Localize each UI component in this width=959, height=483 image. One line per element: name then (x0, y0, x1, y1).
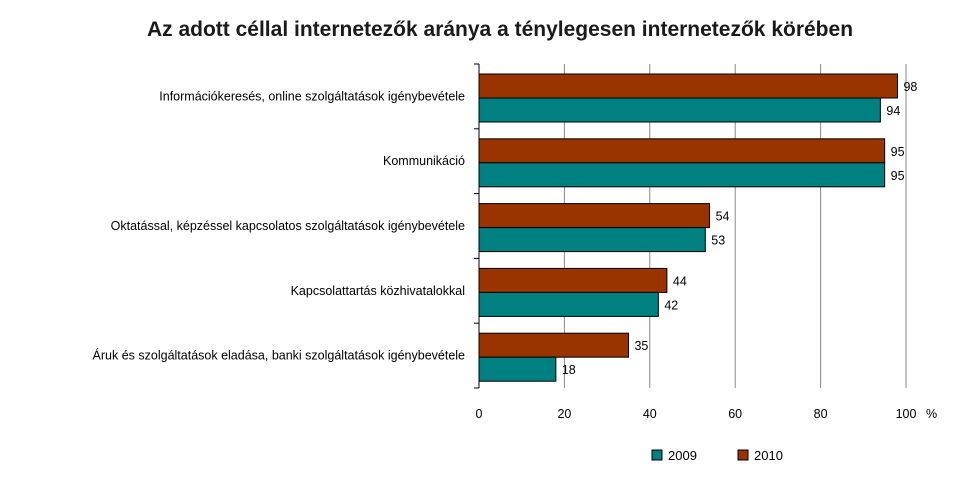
value-label-2010-4: 35 (634, 339, 648, 353)
bar-2010-0 (478, 73, 898, 99)
legend-label-2010: 2010 (754, 448, 783, 463)
value-label-2009-4: 18 (562, 363, 576, 377)
bar-2010-2 (478, 203, 711, 229)
x-tick-label-0: 0 (476, 407, 483, 421)
bar-2010-1 (478, 138, 886, 164)
bar-2010-4 (478, 332, 629, 358)
x-tick-label-60: 60 (728, 407, 742, 421)
x-tick-label-20: 20 (557, 407, 571, 421)
value-label-2009-3: 42 (664, 298, 678, 312)
category-label-0: Információkeresés, online szolgáltatások… (159, 89, 465, 103)
legend-swatch-2010 (737, 449, 749, 461)
x-tick-label-40: 40 (643, 407, 657, 421)
bar-2009-0 (478, 97, 881, 123)
chart-title: Az adott céllal internetezők aránya a té… (146, 18, 854, 41)
bar-2009-1 (478, 162, 886, 188)
bar-2009-3 (478, 291, 659, 317)
value-label-2010-1: 95 (891, 145, 905, 159)
value-label-2009-0: 94 (886, 104, 900, 118)
value-label-2010-0: 98 (903, 80, 917, 94)
value-label-2010-3: 44 (673, 274, 687, 288)
x-tick-label-80: 80 (814, 407, 828, 421)
x-tick-label-100: 100 (896, 407, 917, 421)
x-unit-label: % (926, 407, 937, 421)
bar-2009-2 (478, 227, 706, 253)
legend-swatch-2009 (651, 449, 663, 461)
value-label-2009-2: 53 (711, 234, 725, 248)
category-label-3: Kapcsolattartás közhivatalokkal (291, 284, 465, 298)
value-label-2010-2: 54 (716, 210, 730, 224)
bar-2010-3 (478, 267, 668, 293)
category-label-2: Oktatással, képzéssel kapcsolatos szolgá… (111, 219, 465, 233)
category-label-4: Áruk és szolgáltatások eladása, banki sz… (93, 348, 465, 363)
category-label-1: Kommunikáció (383, 154, 465, 168)
value-label-2009-1: 95 (891, 169, 905, 183)
legend-label-2009: 2009 (668, 448, 697, 463)
bar-2009-4 (478, 356, 557, 382)
